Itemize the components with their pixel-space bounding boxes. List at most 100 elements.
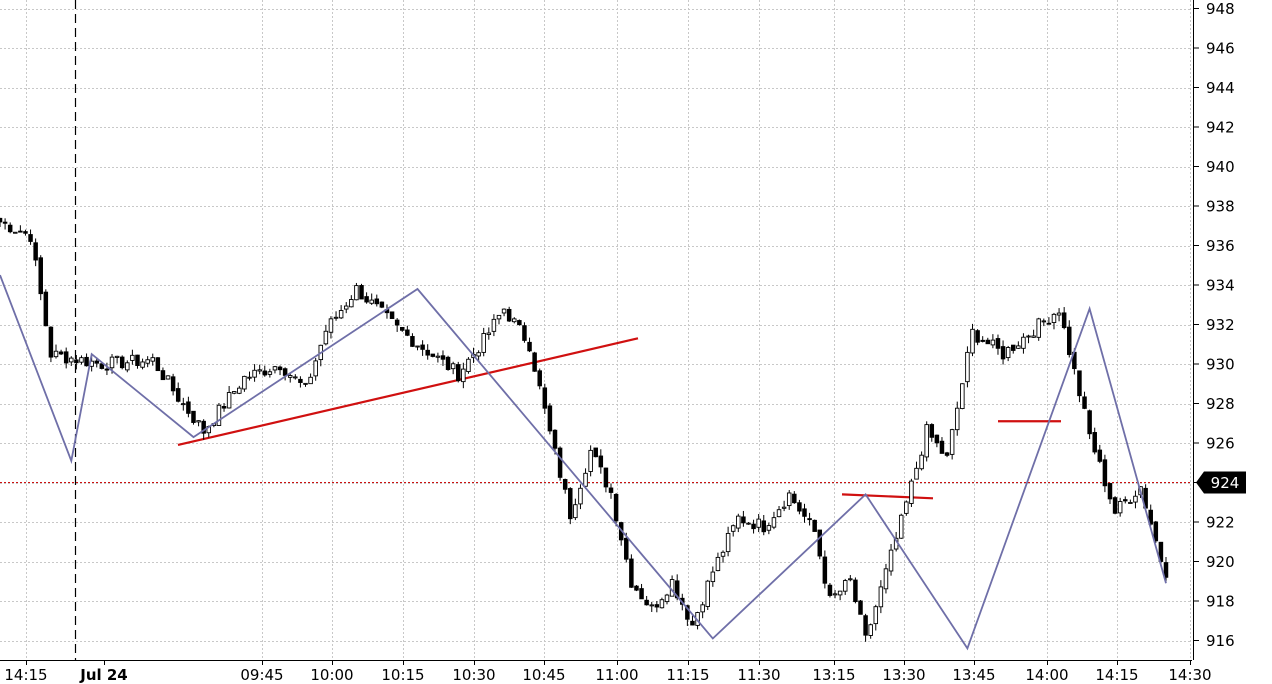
trendline-annotations[interactable] [0, 337, 1192, 500]
candle-body-up [1128, 502, 1133, 504]
candle-body-down [751, 523, 756, 530]
candle [776, 505, 782, 518]
candle [751, 519, 756, 534]
candle [369, 293, 374, 305]
candle [43, 289, 49, 327]
candle [430, 353, 436, 358]
candle-body-up [766, 525, 772, 531]
candle-body-down [282, 368, 288, 376]
candle [84, 353, 89, 367]
candle [461, 362, 466, 389]
candle-body-down [1077, 370, 1082, 397]
candle [38, 255, 43, 301]
zigzag-line [0, 274, 1167, 651]
candle [527, 337, 532, 353]
candle-body-up [1031, 335, 1036, 338]
candle [440, 350, 446, 366]
candle [186, 396, 191, 418]
candle-body-up [960, 383, 965, 410]
candle-body-down [277, 366, 283, 371]
candle [63, 347, 69, 369]
candle [593, 447, 598, 458]
candle-body-down [445, 356, 451, 370]
candle [405, 325, 410, 337]
candle-body-down [1123, 499, 1128, 502]
y-tick-label: 934 [1206, 277, 1235, 295]
candle [252, 364, 257, 382]
candle [1077, 370, 1082, 403]
candle [374, 294, 380, 307]
candle [715, 552, 721, 572]
candle-body-up [888, 549, 894, 572]
candle [257, 364, 262, 375]
candle-body-up [481, 333, 486, 353]
candle [705, 579, 710, 610]
candle [980, 336, 985, 343]
x-axis: 14:15 Jul 24 09:45 10:00 10:15 10:30 10:45 11:0… [0, 660, 1212, 684]
candle-body-down [0, 217, 3, 223]
candle-body-down [593, 447, 598, 458]
candle [231, 390, 237, 395]
y-tick-label: 930 [1206, 356, 1235, 374]
candle [914, 461, 919, 480]
candle [802, 503, 807, 523]
candle-body-up [79, 357, 84, 363]
candle-body-up [323, 330, 329, 345]
candle [338, 305, 344, 320]
candle [949, 428, 955, 460]
candle [583, 468, 588, 490]
candle [1082, 391, 1087, 410]
candle [150, 353, 156, 366]
candle-body-down [38, 257, 43, 295]
candle-body-up [1016, 345, 1021, 349]
candle [450, 361, 456, 375]
candle [486, 327, 492, 340]
candle-body-up [343, 305, 349, 310]
candle [919, 451, 924, 471]
candle [323, 324, 329, 346]
candle [496, 314, 502, 325]
candle-body-up [308, 376, 313, 385]
candle [445, 355, 451, 371]
candle [456, 361, 461, 383]
x-tick-label: 13:15 [812, 666, 855, 684]
candle [1133, 490, 1138, 509]
candle [863, 613, 868, 642]
candle-body-down [430, 353, 436, 357]
candle-body-up [909, 480, 914, 504]
candle-body-down [608, 487, 614, 493]
candle [557, 446, 563, 481]
candle [547, 403, 553, 435]
candle-body-up [883, 568, 889, 590]
candle-body-up [252, 369, 257, 378]
candle [664, 593, 670, 605]
candle [522, 322, 527, 343]
candle-body-up [415, 345, 420, 348]
candle [333, 311, 339, 321]
candle-body-up [1021, 336, 1026, 349]
candle-body-down [1112, 497, 1118, 514]
candle-body-up [287, 375, 293, 378]
candle-body-up [700, 604, 705, 613]
candle-body-up [237, 387, 242, 394]
candle-body-up [247, 376, 252, 379]
candle-body-up [990, 339, 996, 346]
resistance-trendline[interactable] [841, 493, 934, 500]
candle-body-down [761, 520, 767, 533]
candle [990, 334, 996, 349]
support-trendline[interactable] [177, 337, 639, 447]
candle [394, 318, 400, 332]
candle [226, 385, 232, 409]
candle-body-down [827, 584, 833, 596]
candle-body-up [257, 369, 262, 372]
candle-body-down [1163, 562, 1169, 578]
candle [848, 575, 853, 582]
candle [898, 513, 904, 539]
candle-body-up [267, 371, 273, 375]
candle-body-down [63, 351, 69, 364]
candle-body-up [730, 525, 736, 532]
candle-body-up [725, 532, 731, 553]
candle-body-up [328, 318, 334, 333]
candle-body-down [568, 488, 573, 520]
